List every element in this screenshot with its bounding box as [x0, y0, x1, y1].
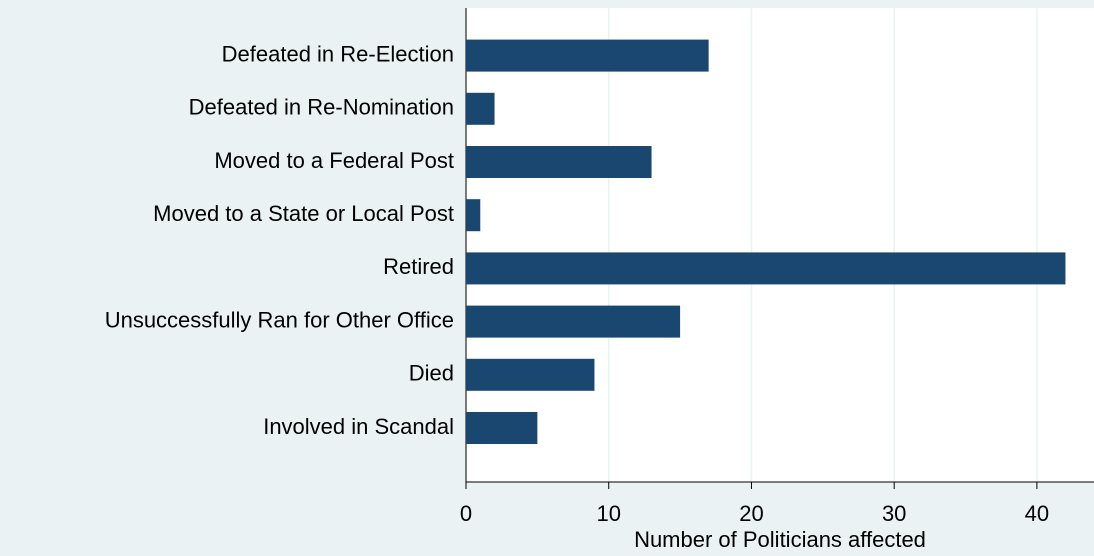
y-tick-label: Defeated in Re-Election [222, 41, 454, 66]
y-tick-label: Moved to a State or Local Post [153, 201, 454, 226]
plot-area [466, 8, 1094, 482]
bar [466, 39, 709, 72]
bar [466, 92, 495, 125]
x-tick-label: 10 [596, 501, 620, 526]
y-tick-label: Defeated in Re-Nomination [189, 95, 454, 120]
y-tick-label: Unsuccessfully Ran for Other Office [105, 307, 454, 332]
y-tick-label: Died [409, 361, 454, 386]
bar [466, 199, 481, 232]
bar [466, 146, 652, 178]
x-tick-label: 0 [460, 501, 472, 526]
bar [466, 412, 538, 444]
x-tick-label: 40 [1025, 501, 1049, 526]
x-axis-label: Number of Politicians affected [634, 527, 926, 552]
y-tick-label: Involved in Scandal [263, 414, 454, 439]
y-tick-label: Retired [383, 254, 454, 279]
bar [466, 252, 1066, 285]
bar [466, 305, 681, 338]
bar [466, 358, 595, 391]
x-tick-label: 20 [739, 501, 763, 526]
y-tick-label: Moved to a Federal Post [214, 148, 454, 173]
x-tick-label: 30 [882, 501, 906, 526]
